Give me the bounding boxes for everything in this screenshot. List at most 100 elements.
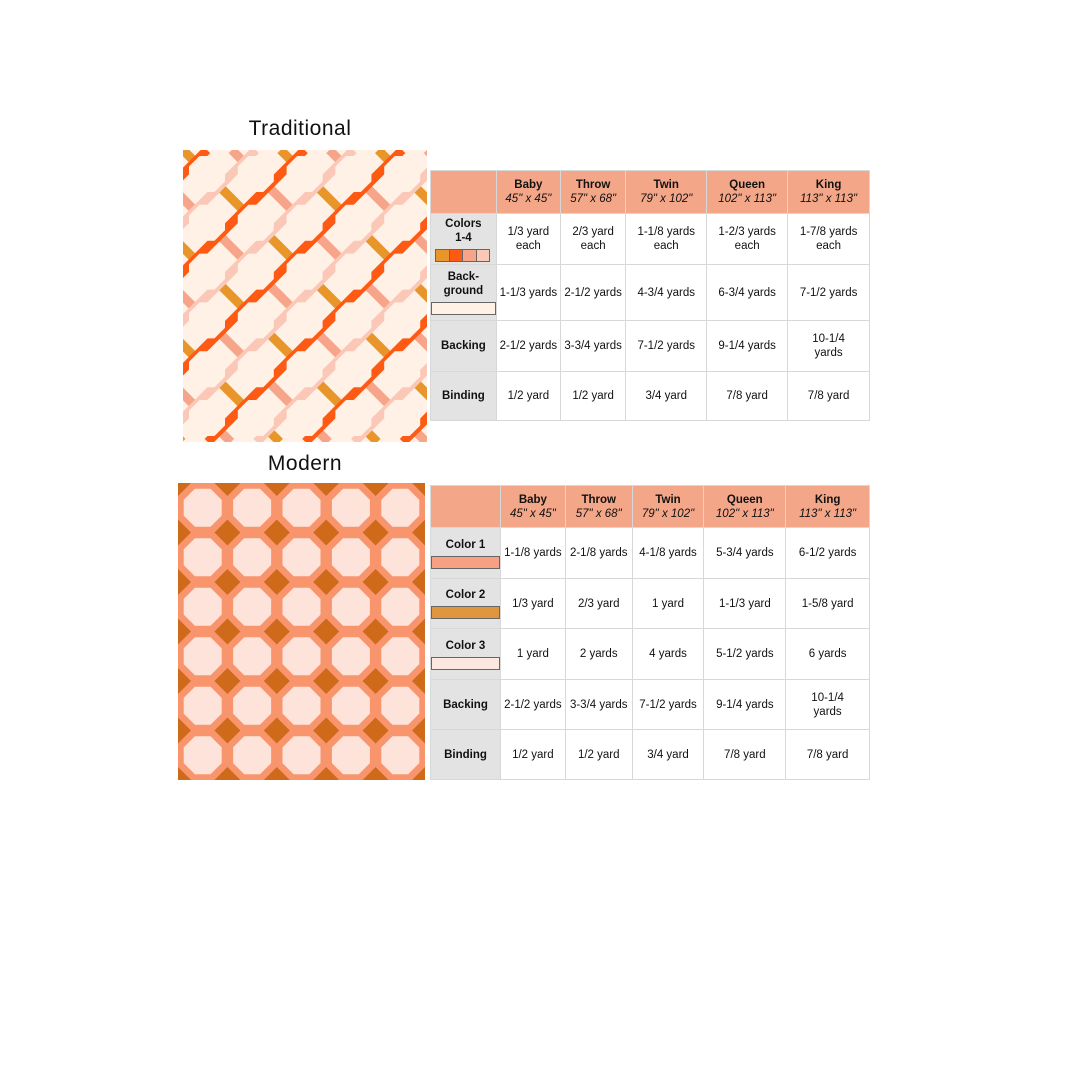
yardage-cell: 1 yard bbox=[631, 578, 705, 629]
table-row: Binding 1/2 yard 1/2 yard 3/4 yard 7/8 yard 7… bbox=[430, 729, 870, 780]
diamond-block bbox=[178, 569, 191, 595]
yardage-cell: 9-1/4 yards bbox=[703, 679, 787, 730]
yardage-value: 7/8 yard bbox=[806, 748, 849, 761]
modern-title: Modern bbox=[267, 452, 343, 475]
yardage-value: 7-1/2 yards bbox=[637, 340, 695, 352]
yardage-cell: 1-1/8 yards each bbox=[625, 213, 708, 265]
yardage-value: 2 yards bbox=[579, 648, 618, 660]
yardage-value: 2-1/8 yards bbox=[569, 547, 628, 559]
octagon-block bbox=[335, 400, 372, 436]
diagonal-strip bbox=[183, 192, 427, 442]
octagon-block bbox=[183, 637, 222, 676]
diamond-block bbox=[362, 618, 389, 645]
diagonal-strip bbox=[183, 150, 427, 401]
octagon-block bbox=[335, 156, 372, 192]
yardage-cell: 2-1/2 yards bbox=[495, 320, 561, 372]
octagon-block bbox=[237, 400, 274, 436]
octagon-block bbox=[282, 587, 321, 626]
octagon-block bbox=[282, 736, 321, 775]
yardage-value: 1/3 yard bbox=[512, 597, 554, 610]
diagonal-strip bbox=[204, 216, 427, 442]
yardage-cell: 5-3/4 yards bbox=[703, 527, 787, 579]
octagon-block bbox=[335, 302, 372, 339]
yardage-cell: 6-1/2 yards bbox=[785, 527, 870, 579]
yardage-value: 4-3/4 yards bbox=[637, 286, 695, 299]
yardage-value: 10-1/4 yards bbox=[811, 691, 844, 718]
table-row: Colors 1-4 1/3 yard each 2/3 yard each 1-1/… bbox=[430, 213, 870, 265]
octagon-block bbox=[381, 686, 420, 725]
size-dimensions: 79" x 102" bbox=[641, 507, 695, 520]
octagon-block bbox=[286, 253, 323, 290]
octagon-block bbox=[282, 488, 321, 527]
diamond-block bbox=[178, 668, 191, 694]
yardage-cell: 1-7/8 yards each bbox=[787, 213, 870, 265]
yardage-value: 3/4 yard bbox=[647, 748, 689, 761]
octagon-block bbox=[286, 204, 323, 241]
octagon-block bbox=[331, 587, 370, 626]
yardage-cell: 4 yards bbox=[631, 628, 705, 680]
yardage-cell: 2-1/2 yards bbox=[499, 679, 566, 730]
yardage-value: 1/2 yard bbox=[512, 748, 554, 761]
yardage-value: 3-3/4 yards bbox=[569, 698, 628, 711]
diamond-block bbox=[214, 569, 241, 595]
color-swatch bbox=[475, 248, 491, 262]
yardage-cell: 1 yard bbox=[499, 628, 566, 680]
diamond-block bbox=[313, 618, 340, 645]
table-row: Color 3 1 yard 2 yards 4 yards 5-1/2 yards 6 … bbox=[430, 628, 870, 680]
header-blank bbox=[430, 170, 497, 214]
yardage-value: 1 yard bbox=[516, 648, 549, 660]
diamond-block bbox=[412, 618, 425, 645]
octagon-block bbox=[183, 587, 222, 626]
yardage-cell: 7/8 yard bbox=[703, 729, 787, 780]
diagonal-strip bbox=[183, 150, 308, 278]
diamond-block bbox=[362, 569, 389, 595]
modern-quilt-image bbox=[178, 483, 425, 780]
yardage-cell: 7/8 yard bbox=[706, 371, 789, 421]
octagon-block bbox=[233, 736, 272, 775]
size-dimensions: 57" x 68" bbox=[570, 193, 617, 205]
diamond-block bbox=[214, 618, 241, 645]
diamond-block bbox=[263, 668, 290, 694]
diagonal-strip bbox=[277, 150, 427, 303]
diagonal-strip bbox=[183, 338, 283, 442]
diamond-block bbox=[412, 767, 425, 780]
traditional-title: Traditional bbox=[248, 117, 352, 140]
octagon-block bbox=[381, 538, 420, 577]
row-label: Colors 1-4 bbox=[430, 213, 497, 265]
yardage-cell: 1/3 yard each bbox=[495, 213, 561, 265]
row-label: Back- ground bbox=[430, 264, 497, 321]
octagon-block bbox=[237, 204, 274, 241]
yardage-value: 1/2 yard bbox=[577, 748, 620, 761]
yardage-cell: 7/8 yard bbox=[787, 371, 870, 421]
diamond-block bbox=[362, 717, 389, 744]
octagon-block bbox=[237, 351, 274, 388]
diamond-block bbox=[263, 767, 290, 780]
octagon-block bbox=[233, 538, 272, 577]
yardage-value: 7-1/2 yards bbox=[639, 698, 697, 711]
diamond-block bbox=[412, 519, 425, 546]
size-name: Baby bbox=[514, 179, 543, 191]
color-swatch bbox=[431, 606, 500, 619]
octagon-block bbox=[189, 302, 225, 339]
size-name: Queen bbox=[729, 179, 766, 191]
column-header-queen: Queen 102" x 113" bbox=[706, 170, 789, 214]
yardage-cell: 9-1/4 yards bbox=[706, 320, 789, 372]
yardage-value: 6 yards bbox=[808, 648, 847, 660]
traditional-yardage-table: Baby 45" x 45" Throw 57" x 68" Twin 79" x 102… bbox=[430, 170, 870, 421]
diagonal-strip bbox=[183, 150, 406, 376]
yardage-cell: 1/2 yard bbox=[499, 729, 566, 780]
row-label-text: Color 3 bbox=[445, 639, 486, 652]
octagon-block bbox=[331, 637, 370, 676]
yardage-value: 1-7/8 yards each bbox=[799, 226, 858, 252]
table-header-row: Baby 45" x 45" Throw 57" x 68" Twin 79" x 102… bbox=[430, 170, 870, 214]
diamond-block bbox=[263, 717, 290, 744]
octagon-block bbox=[282, 637, 321, 676]
diagonal-strip bbox=[375, 150, 427, 206]
yardage-value: 2-1/2 yards bbox=[499, 340, 558, 352]
octagon-block bbox=[384, 400, 421, 436]
yardage-value: 2-1/2 yards bbox=[504, 698, 562, 711]
octagon-block bbox=[384, 204, 421, 241]
column-header-throw: Throw 57" x 68" bbox=[564, 485, 633, 528]
octagon-block bbox=[384, 302, 421, 339]
size-name: Queen bbox=[726, 493, 763, 506]
